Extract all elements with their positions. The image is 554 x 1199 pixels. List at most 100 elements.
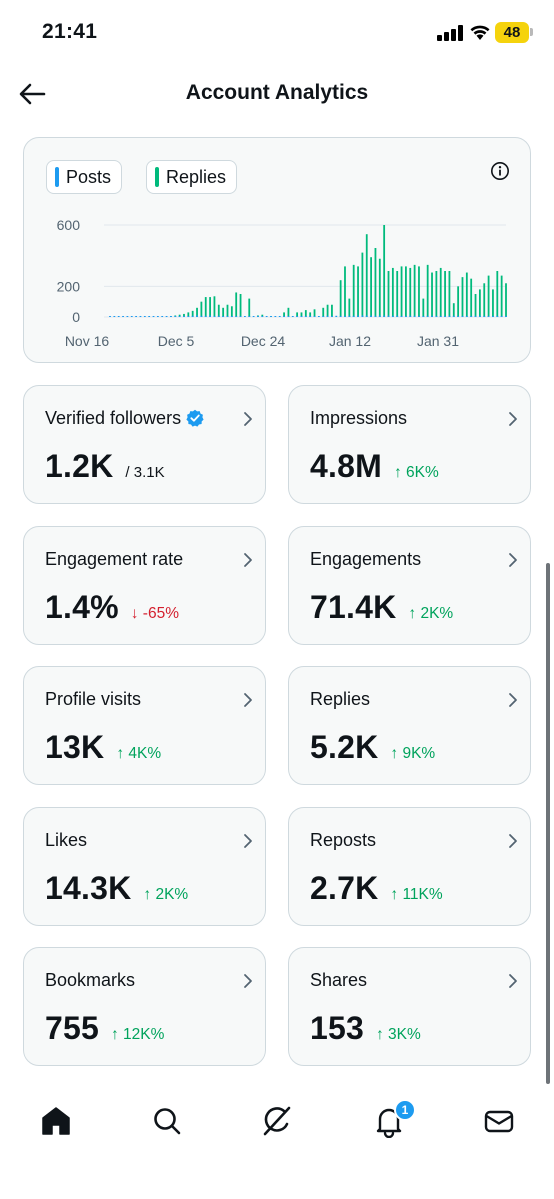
- stat-label-text: Replies: [310, 689, 371, 709]
- stat-label: Engagement rate: [45, 549, 183, 570]
- stat-value-row: 2.7K ↑ 11K%: [310, 870, 443, 907]
- posts-bar: [165, 316, 168, 317]
- posts-bar: [374, 315, 377, 317]
- stat-card-verified-followers[interactable]: Verified followers 1.2K / 3.1K: [23, 385, 266, 504]
- posts-bar: [383, 315, 386, 317]
- replies-bar: [326, 304, 329, 317]
- posts-bar: [448, 315, 451, 317]
- stat-change: ↑ 4K%: [116, 745, 162, 762]
- stat-value: 71.4K: [310, 589, 397, 625]
- posts-bar: [370, 315, 372, 317]
- stat-label-text: Shares: [310, 970, 368, 990]
- chevron-right-icon: [509, 693, 517, 707]
- replies-bar: [322, 307, 325, 317]
- stat-label-text: Likes: [45, 830, 88, 850]
- stat-card-profile-visits[interactable]: Profile visits 13K ↑ 4K%: [23, 666, 266, 785]
- replies-bar: [344, 266, 346, 317]
- replies-bar: [309, 312, 312, 317]
- replies-bar: [209, 297, 211, 317]
- home-icon[interactable]: [39, 1104, 73, 1138]
- replies-bar: [431, 272, 433, 317]
- posts-bar: [352, 315, 355, 317]
- posts-bar: [496, 315, 499, 317]
- replies-bar: [418, 266, 420, 317]
- replies-bar: [409, 267, 412, 317]
- notifications-icon[interactable]: [372, 1104, 406, 1138]
- legend-replies-swatch: [155, 167, 160, 187]
- replies-bar: [357, 266, 359, 317]
- posts-bar: [426, 315, 429, 317]
- posts-bar: [287, 316, 290, 317]
- posts-bar: [174, 316, 177, 317]
- stat-card-shares[interactable]: Shares 153 ↑ 3K%: [288, 947, 531, 1066]
- activity-bar-chart: 600 200 0 Nov 16 Dec 5 Dec 24 Jan 12 Jan 31: [57, 217, 507, 349]
- stat-value: 755: [45, 1010, 99, 1046]
- legend-replies-toggle[interactable]: Replies: [146, 160, 238, 194]
- replies-bar: [213, 296, 216, 317]
- stat-change: ↑ 3K%: [376, 1026, 421, 1043]
- stat-value-row: 5.2K ↑ 9K%: [310, 729, 435, 766]
- status-time: 21:41: [42, 20, 98, 43]
- replies-bar: [378, 258, 381, 317]
- page-title: Account Analytics: [185, 81, 369, 104]
- stat-card-likes[interactable]: Likes 14.3K ↑ 2K%: [23, 807, 266, 926]
- messages-icon[interactable]: [482, 1104, 516, 1138]
- posts-bar: [139, 316, 142, 317]
- posts-bar: [322, 316, 325, 317]
- posts-bar: [283, 316, 285, 317]
- stat-card-replies[interactable]: Replies 5.2K ↑ 9K%: [288, 666, 531, 785]
- stat-value-row: 755 ↑ 12K%: [45, 1010, 164, 1047]
- replies-bar: [287, 307, 290, 317]
- stat-value-row: 1.2K / 3.1K: [45, 448, 165, 485]
- grok-icon[interactable]: [260, 1104, 294, 1138]
- posts-bar: [431, 315, 433, 317]
- posts-bar: [365, 315, 368, 317]
- notification-count-badge: 1: [394, 1099, 416, 1121]
- search-icon[interactable]: [150, 1104, 184, 1138]
- stat-card-impressions[interactable]: Impressions 4.8M ↑ 6K%: [288, 385, 531, 504]
- replies-bar: [492, 289, 494, 317]
- posts-bar: [505, 315, 507, 317]
- stat-label: Reposts: [310, 830, 376, 851]
- posts-bar: [248, 316, 251, 317]
- stat-label-text: Impressions: [310, 408, 408, 428]
- stat-card-engagement-rate[interactable]: Engagement rate 1.4% ↓ -65%: [23, 526, 266, 645]
- stat-value: 1.2K: [45, 448, 114, 484]
- stat-label: Profile visits: [45, 689, 141, 710]
- stat-card-reposts[interactable]: Reposts 2.7K ↑ 11K%: [288, 807, 531, 926]
- posts-bar: [135, 316, 138, 317]
- posts-bar: [409, 315, 412, 317]
- replies-bar: [448, 271, 451, 317]
- posts-bar: [152, 316, 155, 317]
- posts-bar: [156, 316, 159, 317]
- replies-bar: [196, 307, 198, 317]
- posts-bar: [478, 315, 481, 317]
- chart-legend: Posts Replies: [46, 160, 238, 194]
- stat-card-engagements[interactable]: Engagements 71.4K ↑ 2K%: [288, 526, 531, 645]
- scrollbar[interactable]: [546, 563, 550, 1084]
- replies-bar: [496, 271, 499, 317]
- stat-change: ↑ 6K%: [393, 464, 439, 481]
- info-icon[interactable]: [490, 161, 510, 181]
- posts-bar: [452, 315, 455, 317]
- replies-bar: [400, 266, 403, 317]
- posts-bar: [335, 315, 338, 317]
- x-tick-label: Jan 31: [417, 333, 459, 349]
- stat-value-row: 71.4K ↑ 2K%: [310, 589, 453, 626]
- posts-bar: [339, 315, 342, 317]
- posts-bar: [178, 316, 181, 317]
- stat-card-bookmarks[interactable]: Bookmarks 755 ↑ 12K%: [23, 947, 266, 1066]
- posts-bar: [344, 315, 346, 317]
- posts-bar: [126, 316, 129, 317]
- stat-value-row: 153 ↑ 3K%: [310, 1010, 421, 1047]
- legend-posts-toggle[interactable]: Posts: [46, 160, 123, 194]
- arrow-left-icon[interactable]: [16, 80, 48, 108]
- stat-change: ↑ 11K%: [390, 886, 443, 903]
- stat-value: 4.8M: [310, 448, 382, 484]
- chevron-right-icon: [244, 834, 252, 848]
- replies-bar: [370, 257, 372, 317]
- posts-bar: [296, 316, 299, 317]
- posts-bar: [300, 316, 303, 317]
- replies-bar: [439, 267, 442, 317]
- replies-bar: [391, 267, 394, 317]
